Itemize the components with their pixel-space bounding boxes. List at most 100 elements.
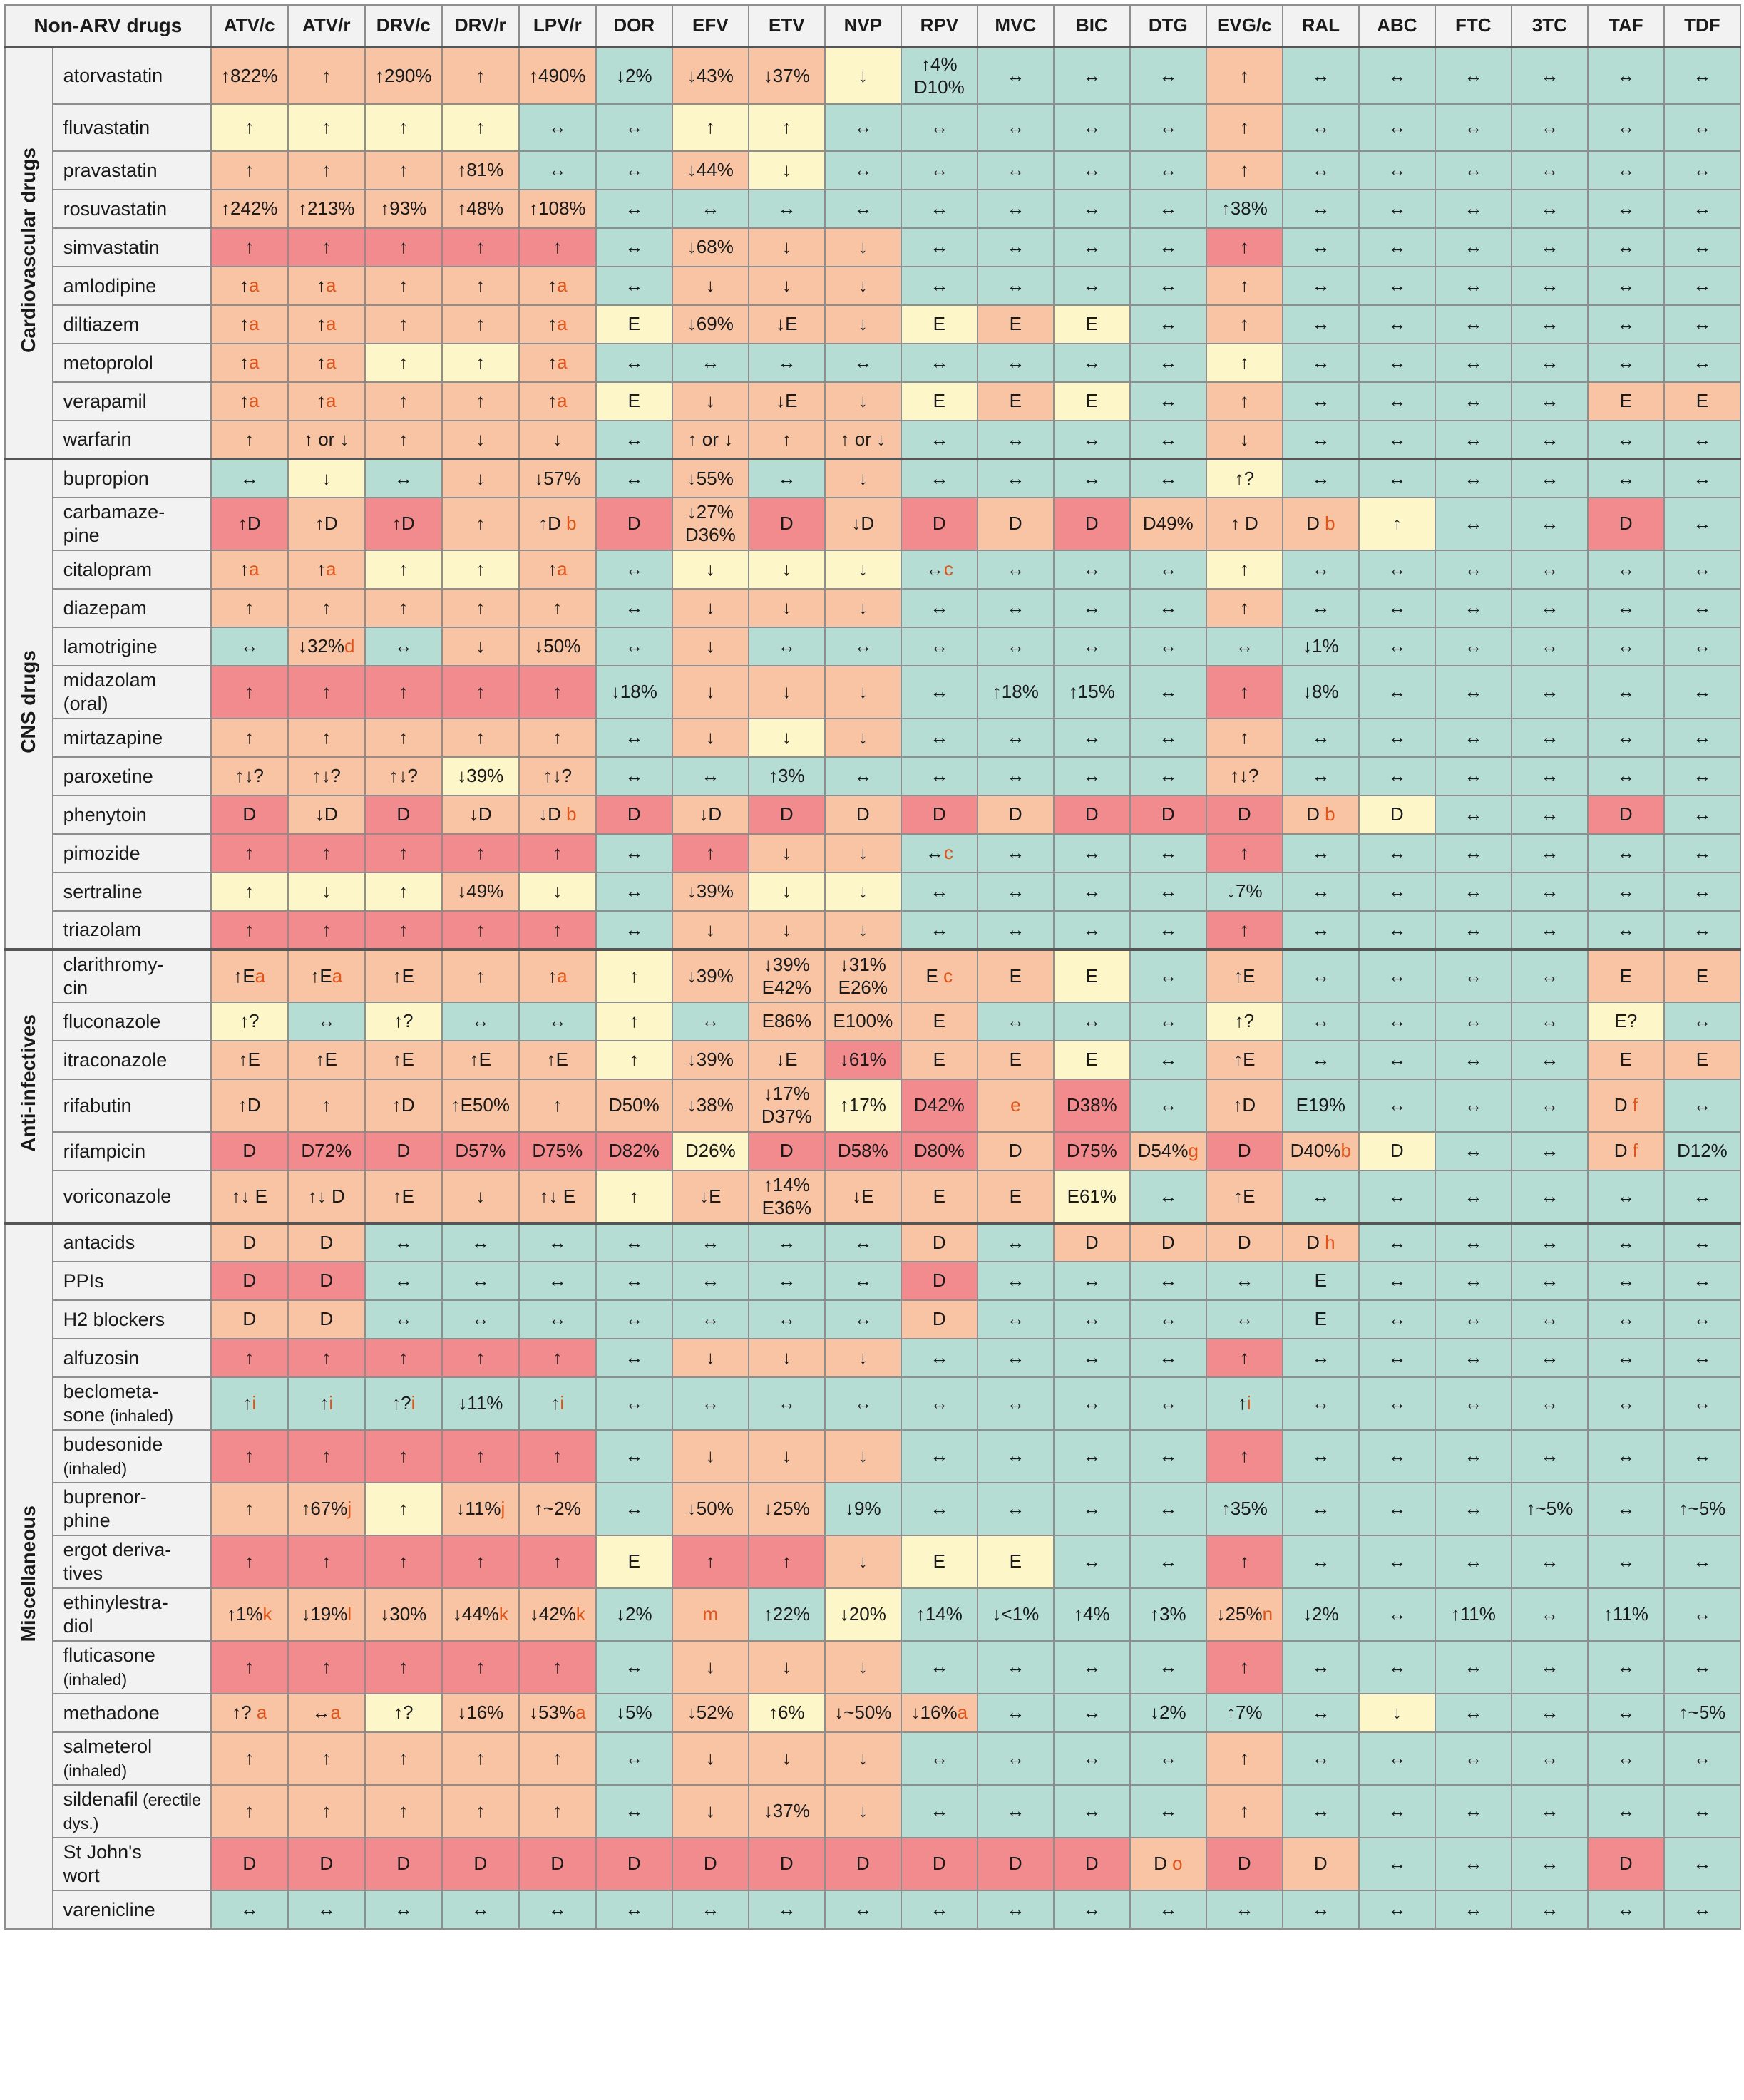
interaction-cell: ↔ bbox=[1281, 458, 1360, 498]
interaction-cell: D bbox=[595, 1837, 673, 1891]
interaction-cell: ↓39% bbox=[441, 756, 520, 796]
interaction-cell: ↑ bbox=[1205, 1429, 1283, 1483]
interaction-cell: ↔ bbox=[595, 718, 673, 758]
column-header: NVP bbox=[824, 4, 902, 48]
footnote-marker: a bbox=[557, 351, 568, 374]
interaction-cell: ↔ bbox=[900, 1890, 978, 1930]
interaction-cell: ↔ bbox=[1586, 1693, 1665, 1733]
interaction-cell: ↔ bbox=[1510, 497, 1589, 551]
interaction-cell: ↔ bbox=[1434, 46, 1512, 105]
interaction-cell: ↔ bbox=[1052, 550, 1131, 590]
interaction-cell: ↔ bbox=[1358, 381, 1436, 421]
interaction-cell: ↔ bbox=[1510, 1784, 1589, 1838]
interaction-cell: ↔ bbox=[1434, 227, 1512, 267]
interaction-cell: ↔ bbox=[1281, 1784, 1360, 1838]
interaction-cell: ↑ bbox=[210, 588, 289, 628]
interaction-cell: ↔ bbox=[1052, 756, 1131, 796]
interaction-cell: ↓ bbox=[671, 665, 749, 719]
interaction-cell: ↔ bbox=[824, 343, 902, 383]
interaction-cell: ↔ bbox=[747, 1890, 826, 1930]
interaction-cell: ↓ bbox=[1205, 420, 1283, 460]
interaction-cell: ↔ bbox=[1434, 1640, 1512, 1694]
drug-name: fluticasone (inhaled) bbox=[51, 1640, 212, 1694]
interaction-cell: ↔ bbox=[595, 103, 673, 152]
drug-name: buprenor-phine bbox=[51, 1482, 212, 1536]
interaction-cell: ↔ bbox=[900, 1429, 978, 1483]
interaction-cell: ↔ bbox=[671, 1299, 749, 1339]
interaction-cell: ↑ bbox=[441, 588, 520, 628]
interaction-cell: E bbox=[1586, 381, 1665, 421]
interaction-cell: ↔ bbox=[1434, 1222, 1512, 1262]
footnote-marker: j bbox=[347, 1498, 352, 1520]
interaction-cell: D82% bbox=[595, 1131, 673, 1171]
interaction-cell: ↔ bbox=[1434, 872, 1512, 912]
interaction-cell: D26% bbox=[671, 1131, 749, 1171]
drug-name: methadone bbox=[51, 1693, 212, 1733]
interaction-cell: ↔ bbox=[747, 1376, 826, 1431]
interaction-cell: ↔ bbox=[1129, 1040, 1207, 1080]
interaction-cell: ↑E bbox=[1205, 948, 1283, 1003]
interaction-cell: ↔ bbox=[1358, 420, 1436, 460]
interaction-cell: ↑ bbox=[595, 1002, 673, 1041]
footnote-marker: e bbox=[1010, 1094, 1021, 1116]
table-row: Cardiovascular drugs atorvastatin ↑822% ↑ ↑2… bbox=[4, 46, 1742, 460]
table-row: budesonide (inhaled) ↑ ↑ ↑ ↑ ↑ ↔ ↓ ↓ ↓ ↔ ↔ ↔ ↔ ↑ ↔ ↔ ↔ ↔ ↔ ↔ bbox=[5, 1429, 1742, 1483]
interaction-cell: E bbox=[1052, 1040, 1131, 1080]
interaction-cell: ↔ bbox=[1129, 1261, 1207, 1301]
interaction-cell: ↔ bbox=[518, 1261, 597, 1301]
interaction-cell: ↔ bbox=[1358, 665, 1436, 719]
interaction-cell: ↔ bbox=[900, 1731, 978, 1786]
group-label-text: Cardiovascular drugs bbox=[17, 147, 40, 353]
footnote-marker: a bbox=[575, 1702, 586, 1724]
interaction-cell: ↔ bbox=[1663, 1784, 1742, 1838]
interaction-cell: ↔ bbox=[595, 1640, 673, 1694]
interaction-cell: ↔ bbox=[1663, 458, 1742, 498]
footnote-marker: b bbox=[1340, 1140, 1351, 1162]
interaction-cell: ↑E bbox=[210, 1040, 289, 1080]
interaction-cell: ↔ bbox=[824, 627, 902, 666]
interaction-cell: ↑E bbox=[287, 1040, 366, 1080]
interaction-cell: ↔ bbox=[1281, 189, 1360, 229]
interaction-cell: ↔ bbox=[1510, 948, 1589, 1003]
footnote-marker: a bbox=[330, 1702, 341, 1724]
interaction-cell: D bbox=[1281, 1837, 1360, 1891]
interaction-cell: ↓ bbox=[824, 665, 902, 719]
interaction-cell: ↔ bbox=[1281, 381, 1360, 421]
interaction-cell: ↔ bbox=[1586, 872, 1665, 912]
table-row: citalopram ↑a ↑a ↑ ↑ ↑a ↔ ↓ ↓ ↓ ↔c ↔ ↔ ↔ ↑ ↔ ↔ ↔ ↔ ↔ ↔ bbox=[5, 550, 1742, 590]
interaction-cell: ↔ bbox=[595, 627, 673, 666]
footnote-marker: i bbox=[329, 1392, 334, 1414]
interaction-cell: ↓ bbox=[671, 588, 749, 628]
interaction-cell: E? bbox=[1586, 1002, 1665, 1041]
footnote-marker: a bbox=[557, 274, 568, 297]
interaction-cell: ↑↓? bbox=[1205, 756, 1283, 796]
interaction-cell: ↔ bbox=[595, 420, 673, 460]
interaction-cell: ↑ bbox=[210, 1338, 289, 1378]
interaction-cell: ↓ bbox=[287, 872, 366, 912]
interaction-cell: ↑7% bbox=[1205, 1693, 1283, 1733]
interaction-cell: ↓ bbox=[518, 420, 597, 460]
column-header: 3TC bbox=[1510, 4, 1589, 48]
interaction-cell: ↑ bbox=[441, 497, 520, 551]
interaction-cell: ↔ bbox=[1358, 1890, 1436, 1930]
table-row: diltiazem ↑a ↑a ↑ ↑ ↑a E ↓69% ↓E ↓ E E E ↔ ↑ ↔ ↔ ↔ ↔ ↔ ↔ bbox=[5, 304, 1742, 344]
interaction-cell: ↑D bbox=[210, 1079, 289, 1133]
interaction-cell: ↓ bbox=[824, 833, 902, 873]
interaction-cell: D bbox=[287, 1222, 366, 1262]
interaction-cell: ↔ bbox=[1129, 103, 1207, 152]
interaction-cell: ↔ bbox=[1663, 189, 1742, 229]
interaction-cell: ↔ bbox=[1510, 103, 1589, 152]
interaction-cell: ↔ bbox=[1358, 46, 1436, 105]
interaction-cell: ↔ bbox=[441, 1002, 520, 1041]
interaction-cell: ↑ bbox=[364, 718, 443, 758]
interaction-cell: ↓16% bbox=[441, 1693, 520, 1733]
interaction-cell: E bbox=[976, 1040, 1055, 1080]
interaction-cell: ↔ bbox=[1129, 1784, 1207, 1838]
interaction-cell: ↓50% bbox=[671, 1482, 749, 1536]
interaction-cell: ↔ bbox=[1052, 1376, 1131, 1431]
interaction-cell: ↔ bbox=[1281, 304, 1360, 344]
interaction-cell: ↓ bbox=[824, 550, 902, 590]
table-row: midazolam (oral) ↑ ↑ ↑ ↑ ↑ ↓18% ↓ ↓ ↓ ↔ ↑18% ↑15% ↔ ↑ ↓8… bbox=[5, 665, 1742, 719]
interaction-cell: ↔ bbox=[1281, 1890, 1360, 1930]
interaction-cell: ↓55% bbox=[671, 458, 749, 498]
